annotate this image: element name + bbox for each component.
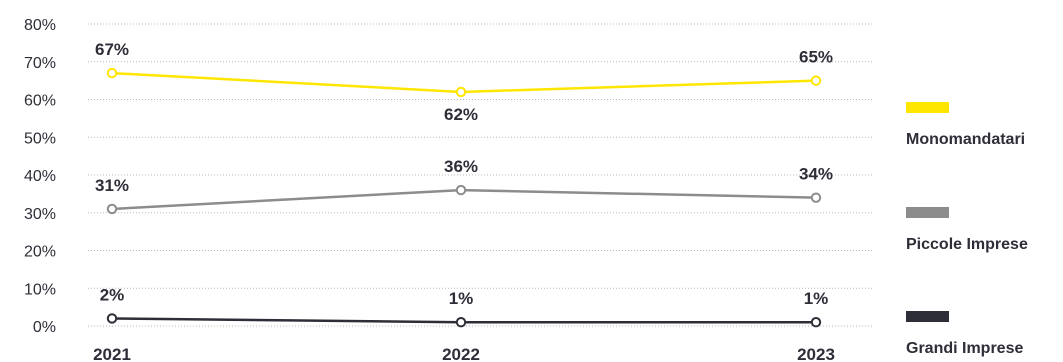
gridlines bbox=[88, 23, 873, 327]
data-label: 1% bbox=[449, 289, 474, 308]
data-label: 1% bbox=[804, 289, 829, 308]
data-point bbox=[106, 203, 118, 215]
data-point bbox=[455, 317, 467, 328]
data-label: 67% bbox=[95, 40, 129, 59]
legend-label: Monomandatari bbox=[906, 131, 1025, 148]
data-label: 36% bbox=[444, 157, 478, 176]
data-point bbox=[455, 184, 467, 196]
data-label: 31% bbox=[95, 176, 129, 195]
y-axis-ticks: 0% 10% 20% 30% 40% 50% 60% 70% 80% bbox=[24, 17, 56, 336]
data-label: 2% bbox=[100, 285, 125, 304]
y-tick-label: 40% bbox=[24, 168, 56, 185]
y-tick-label: 0% bbox=[33, 319, 56, 336]
legend-swatch bbox=[906, 207, 949, 218]
legend-item: Monomandatari bbox=[906, 102, 1025, 148]
data-point bbox=[810, 192, 822, 203]
data-point bbox=[810, 317, 822, 328]
legend-label: Grandi Imprese bbox=[906, 340, 1023, 357]
y-tick-label: 70% bbox=[24, 55, 56, 72]
legend-swatch bbox=[906, 311, 949, 322]
legend-item: Grandi Imprese bbox=[906, 311, 1023, 357]
data-point bbox=[810, 75, 822, 86]
series-monomandatari: 67% 62% 65% bbox=[95, 40, 833, 124]
series-lines: 67% 62% 65% 31% 36% 34% 2% 1% 1% bbox=[95, 40, 833, 328]
y-tick-label: 50% bbox=[24, 130, 56, 147]
x-tick-label: 2021 bbox=[93, 345, 131, 362]
y-tick-label: 80% bbox=[24, 17, 56, 34]
x-axis-ticks: 2021 2022 2023 bbox=[93, 345, 835, 362]
data-label: 62% bbox=[444, 105, 478, 124]
x-tick-label: 2022 bbox=[442, 345, 480, 362]
data-point bbox=[455, 86, 467, 98]
series-grandi-imprese: 2% 1% 1% bbox=[100, 285, 829, 328]
legend: Monomandatari Piccole Imprese Grandi Impre… bbox=[906, 102, 1028, 357]
legend-item: Piccole Imprese bbox=[906, 207, 1028, 253]
data-point bbox=[106, 67, 118, 79]
series-piccole-imprese: 31% 36% 34% bbox=[95, 157, 833, 215]
legend-swatch bbox=[906, 102, 949, 113]
data-label: 65% bbox=[799, 48, 833, 67]
data-label: 34% bbox=[799, 165, 833, 184]
data-point bbox=[106, 313, 118, 324]
y-tick-label: 10% bbox=[24, 281, 56, 298]
legend-label: Piccole Imprese bbox=[906, 236, 1028, 253]
x-tick-label: 2023 bbox=[797, 345, 835, 362]
y-tick-label: 60% bbox=[24, 93, 56, 110]
y-tick-label: 20% bbox=[24, 244, 56, 261]
y-tick-label: 30% bbox=[24, 206, 56, 223]
